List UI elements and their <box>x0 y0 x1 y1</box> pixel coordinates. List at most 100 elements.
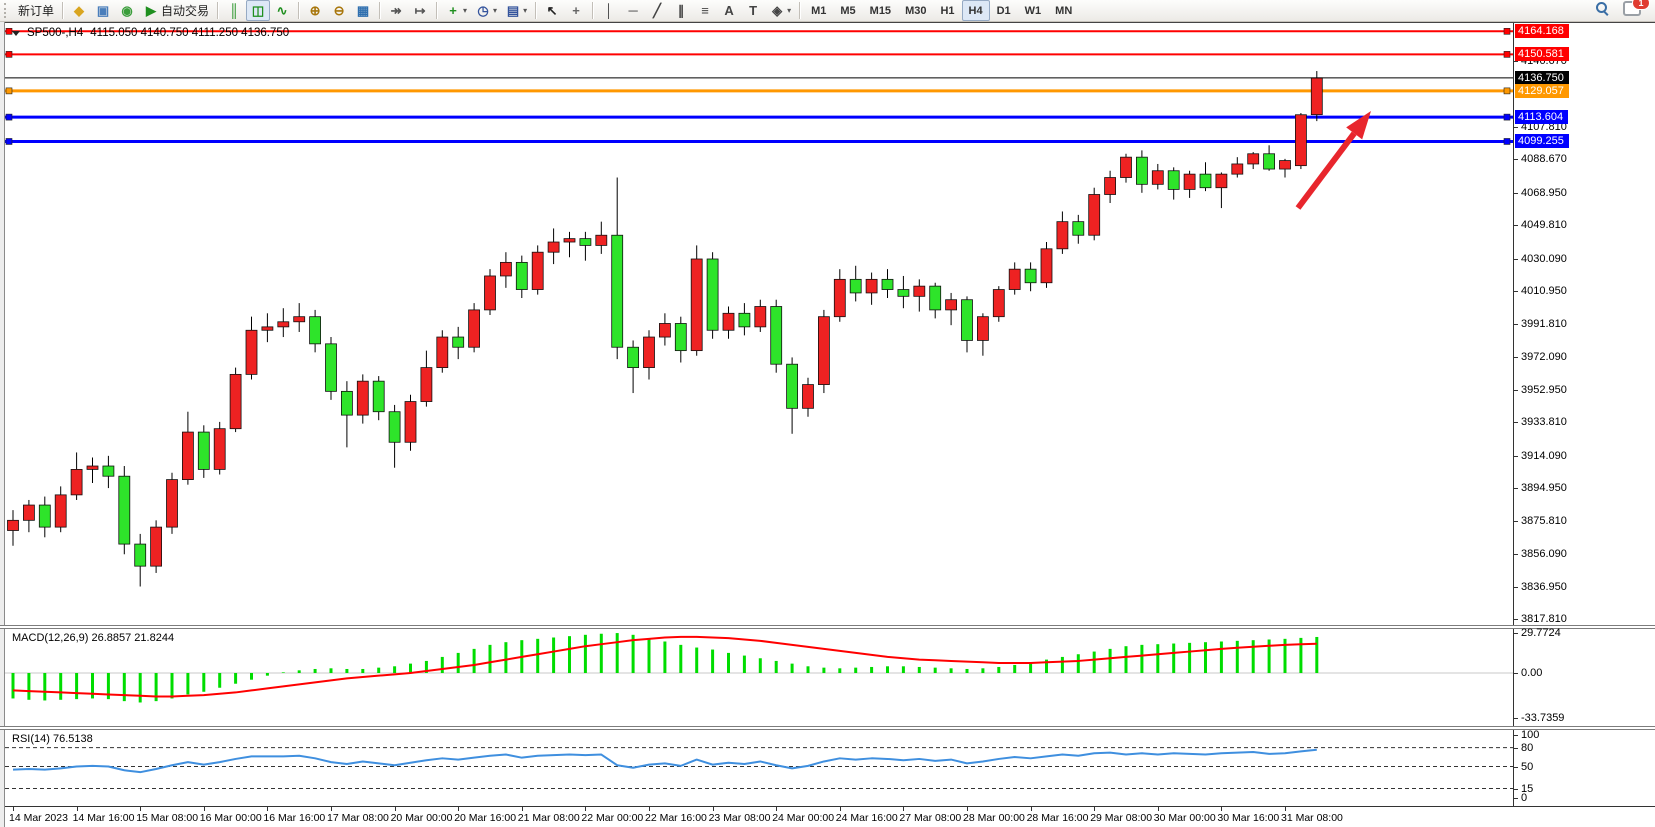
indicators-icon: + <box>449 2 457 18</box>
search-button[interactable] <box>1595 1 1609 20</box>
candle <box>134 543 147 567</box>
zoom-out-icon: ⊖ <box>333 2 345 18</box>
chart-shift-button[interactable]: ↦ <box>408 0 432 21</box>
tf-d1-button[interactable]: D1 <box>990 0 1018 21</box>
time-tick <box>839 807 841 811</box>
text-label-button[interactable]: T <box>741 0 765 21</box>
price-tag: 4150.581 <box>1515 47 1569 62</box>
rsi-plot[interactable]: RSI(14) 76.5138 <box>5 730 1513 806</box>
tf-m1-button[interactable]: M1 <box>804 0 833 21</box>
candle <box>1120 156 1132 178</box>
candle <box>356 380 369 416</box>
candlestick-chart-button[interactable]: ◫ <box>246 0 271 21</box>
horizontal-line-button[interactable]: ─ <box>621 0 645 21</box>
hline-handle[interactable] <box>1503 87 1511 95</box>
price-axis[interactable]: 4146.6704107.8104088.6704068.9504049.810… <box>1513 23 1655 625</box>
time-tick <box>76 807 78 811</box>
candle <box>786 363 798 409</box>
chat-button[interactable]: 1 <box>1623 0 1649 21</box>
toolbar-grip[interactable] <box>4 3 10 18</box>
candle <box>754 306 767 328</box>
tf-mn-button[interactable]: MN <box>1048 0 1079 21</box>
panel-splitter[interactable] <box>0 625 1655 629</box>
trendline-button[interactable]: ╱ <box>645 0 669 21</box>
dropdown-caret-icon[interactable]: ▾ <box>523 6 528 15</box>
zoom-out-button[interactable]: ⊖ <box>327 0 351 21</box>
macd-plot[interactable]: MACD(12,26,9) 26.8857 21.8244 <box>5 629 1513 726</box>
dropdown-caret-icon[interactable]: ▾ <box>493 6 498 15</box>
candle <box>563 238 576 243</box>
chart-menu-caret-icon[interactable] <box>12 30 20 36</box>
community-button[interactable]: ▣ <box>91 0 115 21</box>
hline-handle[interactable] <box>1503 113 1511 121</box>
candle <box>404 401 417 443</box>
tf-m5-button[interactable]: M5 <box>833 0 862 21</box>
tf-h4-button[interactable]: H4 <box>961 0 990 21</box>
hline-handle[interactable] <box>5 87 13 95</box>
hline-handle[interactable] <box>1503 138 1511 145</box>
panel-splitter[interactable] <box>0 726 1655 730</box>
vertical-line-icon: │ <box>605 2 614 18</box>
candle <box>38 504 51 528</box>
equidistant-channel-button[interactable]: ∥ <box>669 0 693 21</box>
cursor-button[interactable]: ↖ <box>540 0 564 21</box>
trend-arrow-shaft[interactable] <box>1295 131 1357 210</box>
crosshair-button[interactable]: + <box>564 0 588 21</box>
tf-h1-button[interactable]: H1 <box>933 0 961 21</box>
templates-icon: ▤ <box>506 2 520 18</box>
fibonacci-button[interactable]: ≡ <box>693 0 717 21</box>
dropdown-caret-icon[interactable]: ▾ <box>787 6 792 15</box>
tf-m15-button[interactable]: M15 <box>863 0 898 21</box>
templates-button[interactable]: ▤ ▾ <box>501 0 531 21</box>
candle <box>229 373 242 430</box>
text-button[interactable]: A <box>717 0 741 21</box>
candle <box>1263 153 1275 170</box>
candle <box>118 475 131 545</box>
axis-tick <box>1514 225 1518 227</box>
new-order-button[interactable]: 新订单 <box>14 0 58 21</box>
candle <box>420 367 433 402</box>
dropdown-caret-icon[interactable]: ▾ <box>463 6 468 15</box>
indicators-button[interactable]: + ▾ <box>441 0 471 21</box>
candle <box>531 251 544 290</box>
price-plot[interactable]: SP500-,H4 4115.050 4140.750 4111.250 413… <box>5 23 1513 625</box>
hline-handle[interactable] <box>5 138 13 145</box>
time-axis[interactable]: 14 Mar 2023 14 Mar 16:00 15 Mar 08:00 16 Ma… <box>5 806 1655 827</box>
arrows-button[interactable]: ◈ ▾ <box>765 0 795 21</box>
tf-w1-button[interactable]: W1 <box>1018 0 1049 21</box>
time-tick-label: 16 Mar 00:00 <box>199 812 262 824</box>
hline-handle[interactable] <box>5 51 13 58</box>
candle <box>865 278 878 294</box>
time-tick <box>1030 807 1032 811</box>
auto-scroll-button[interactable]: ↠ <box>384 0 408 21</box>
bar-chart-button[interactable]: ║ <box>222 0 246 21</box>
periods-button[interactable]: ◷ ▾ <box>471 0 501 21</box>
tile-windows-button[interactable]: ▦ <box>351 0 375 21</box>
autotrading-icon: ▶ <box>146 2 157 18</box>
axis-tick <box>1514 718 1518 720</box>
trend-arrow-head[interactable] <box>1346 111 1371 140</box>
zoom-in-button[interactable]: ⊕ <box>303 0 327 21</box>
autotrading-button[interactable]: ▶ 自动交易 <box>139 0 213 21</box>
line-chart-button[interactable]: ∿ <box>270 0 294 21</box>
chart-title: SP500-,H4 4115.050 4140.750 4111.250 413… <box>12 27 289 39</box>
tf-h4-button-label: H4 <box>968 4 983 17</box>
hline-handle[interactable] <box>5 113 13 121</box>
time-tick <box>267 807 269 811</box>
auto-scroll-icon: ↠ <box>390 2 402 18</box>
tf-mn-button-label: MN <box>1055 4 1073 17</box>
rsi-axis[interactable]: 100 80 50 15 0 <box>1513 729 1655 806</box>
candle <box>1136 156 1148 185</box>
candle <box>802 384 814 409</box>
hline-handle[interactable] <box>1503 51 1511 58</box>
signals-button[interactable]: ◉ <box>115 0 139 21</box>
deposit-button[interactable]: ◆ <box>67 0 91 21</box>
vertical-line-button[interactable]: │ <box>597 0 621 21</box>
candle <box>1183 173 1196 190</box>
hline-handle[interactable] <box>1503 28 1511 35</box>
time-tick <box>1094 807 1096 811</box>
axis-tick <box>1514 735 1518 736</box>
axis-tick <box>1514 747 1518 749</box>
tf-m30-button[interactable]: M30 <box>898 0 933 21</box>
macd-axis[interactable]: 29.7724 0.00 -33.7359 <box>1513 627 1655 726</box>
